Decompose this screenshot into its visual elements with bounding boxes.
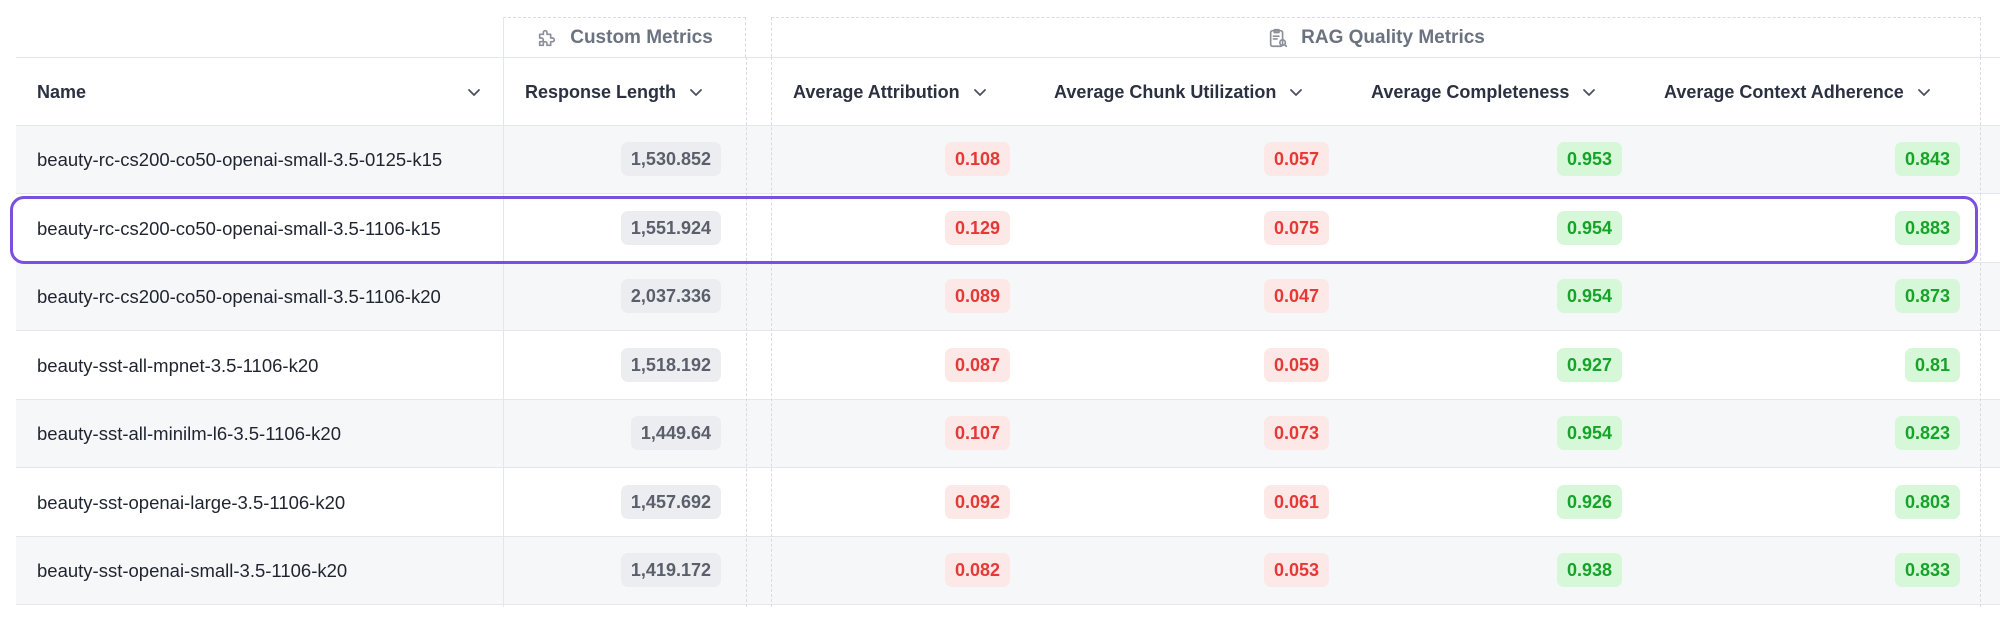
cell-attribution: 0.129 — [944, 211, 1010, 245]
cell-attribution: 0.108 — [944, 142, 1010, 176]
cell-context-adherence: 0.823 — [1894, 416, 1960, 450]
clipboard-search-icon — [1269, 28, 1288, 47]
cell-chunk-utilization: 0.057 — [1263, 142, 1329, 176]
cell-completeness: 0.927 — [1556, 348, 1622, 382]
group-header-custom-metrics: Custom Metrics — [503, 17, 746, 57]
table-row[interactable]: beauty-rc-cs200-co50-openai-small-3.5-11… — [16, 195, 2000, 263]
cell-response-length: 1,518.192 — [620, 348, 721, 382]
cell-chunk-utilization: 0.047 — [1263, 279, 1329, 313]
cell-completeness: 0.954 — [1556, 279, 1622, 313]
cell-attribution: 0.089 — [944, 279, 1010, 313]
column-label-name: Name — [37, 81, 87, 102]
column-divider — [503, 17, 504, 607]
cell-chunk-utilization: 0.053 — [1263, 553, 1329, 587]
table-row[interactable]: beauty-sst-all-minilm-l6-3.5-1106-k20 1,4… — [16, 400, 2000, 468]
cell-completeness: 0.953 — [1556, 142, 1622, 176]
cell-completeness: 0.954 — [1556, 211, 1622, 245]
chevron-down-icon[interactable] — [1916, 84, 1932, 100]
chevron-down-icon[interactable] — [688, 84, 704, 100]
cell-response-length: 1,530.852 — [620, 142, 721, 176]
table-row[interactable]: beauty-rc-cs200-co50-openai-small-3.5-11… — [16, 263, 2000, 331]
cell-response-length: 1,457.692 — [620, 485, 721, 519]
group-title-rag: RAG Quality Metrics — [1301, 26, 1485, 48]
column-divider — [771, 57, 773, 607]
column-label-chunk-utilization: Average Chunk Utilization — [1054, 81, 1277, 102]
chevron-down-icon[interactable] — [1288, 84, 1304, 100]
cell-chunk-utilization: 0.075 — [1263, 211, 1329, 245]
cell-name[interactable]: beauty-rc-cs200-co50-openai-small-3.5-11… — [37, 217, 441, 239]
column-header-context-adherence[interactable]: Average Context Adherence — [1664, 58, 1932, 126]
puzzle-icon — [539, 29, 556, 46]
chevron-down-icon[interactable] — [972, 84, 988, 100]
column-header-chunk-utilization[interactable]: Average Chunk Utilization — [1054, 58, 1304, 126]
cell-completeness: 0.954 — [1556, 416, 1622, 450]
group-header-rag-quality: RAG Quality Metrics — [771, 17, 1981, 57]
cell-response-length: 1,551.924 — [620, 211, 721, 245]
cell-context-adherence: 0.873 — [1894, 279, 1960, 313]
cell-attribution: 0.092 — [944, 485, 1010, 519]
cell-context-adherence: 0.843 — [1894, 142, 1960, 176]
column-divider — [1980, 57, 1982, 607]
cell-chunk-utilization: 0.059 — [1263, 348, 1329, 382]
column-header-attribution[interactable]: Average Attribution — [793, 58, 988, 126]
table-row[interactable]: beauty-rc-cs200-co50-openai-small-3.5-01… — [16, 126, 2000, 194]
column-label-response-length: Response Length — [525, 81, 677, 102]
cell-completeness: 0.938 — [1556, 553, 1622, 587]
cell-chunk-utilization: 0.061 — [1263, 485, 1329, 519]
cell-attribution: 0.087 — [944, 348, 1010, 382]
cell-name[interactable]: beauty-sst-openai-small-3.5-1106-k20 — [37, 559, 348, 581]
cell-chunk-utilization: 0.073 — [1263, 416, 1329, 450]
cell-context-adherence: 0.883 — [1894, 211, 1960, 245]
column-header-response-length[interactable]: Response Length — [525, 58, 704, 126]
cell-context-adherence: 0.81 — [1904, 348, 1960, 382]
cell-completeness: 0.926 — [1556, 485, 1622, 519]
cell-context-adherence: 0.833 — [1894, 553, 1960, 587]
cell-name[interactable]: beauty-rc-cs200-co50-openai-small-3.5-11… — [37, 285, 441, 307]
table-header-row: Name Response Length Average Attribution… — [16, 57, 2000, 126]
cell-context-adherence: 0.803 — [1894, 485, 1960, 519]
column-divider — [746, 57, 748, 607]
cell-name[interactable]: beauty-sst-all-minilm-l6-3.5-1106-k20 — [37, 422, 341, 444]
cell-response-length: 2,037.336 — [620, 279, 721, 313]
table-row[interactable]: beauty-sst-openai-large-3.5-1106-k20 1,45… — [16, 469, 2000, 537]
column-header-completeness[interactable]: Average Completeness — [1371, 58, 1597, 126]
chevron-down-icon[interactable] — [1581, 84, 1597, 100]
cell-response-length: 1,419.172 — [620, 553, 721, 587]
cell-name[interactable]: beauty-sst-openai-large-3.5-1106-k20 — [37, 491, 346, 513]
column-header-name[interactable]: Name — [37, 58, 489, 126]
column-label-attribution: Average Attribution — [793, 81, 960, 102]
cell-attribution: 0.107 — [944, 416, 1010, 450]
chevron-down-icon[interactable] — [466, 84, 482, 100]
cell-name[interactable]: beauty-rc-cs200-co50-openai-small-3.5-01… — [37, 148, 443, 170]
cell-response-length: 1,449.64 — [630, 416, 721, 450]
group-title-custom: Custom Metrics — [570, 26, 713, 48]
table-row[interactable]: beauty-sst-all-mpnet-3.5-1106-k20 1,518.1… — [16, 332, 2000, 400]
column-label-context-adherence: Average Context Adherence — [1664, 81, 1904, 102]
cell-name[interactable]: beauty-sst-all-mpnet-3.5-1106-k20 — [37, 354, 319, 376]
column-label-completeness: Average Completeness — [1371, 81, 1570, 102]
cell-attribution: 0.082 — [944, 553, 1010, 587]
table-row[interactable]: beauty-sst-openai-small-3.5-1106-k20 1,41… — [16, 537, 2000, 605]
